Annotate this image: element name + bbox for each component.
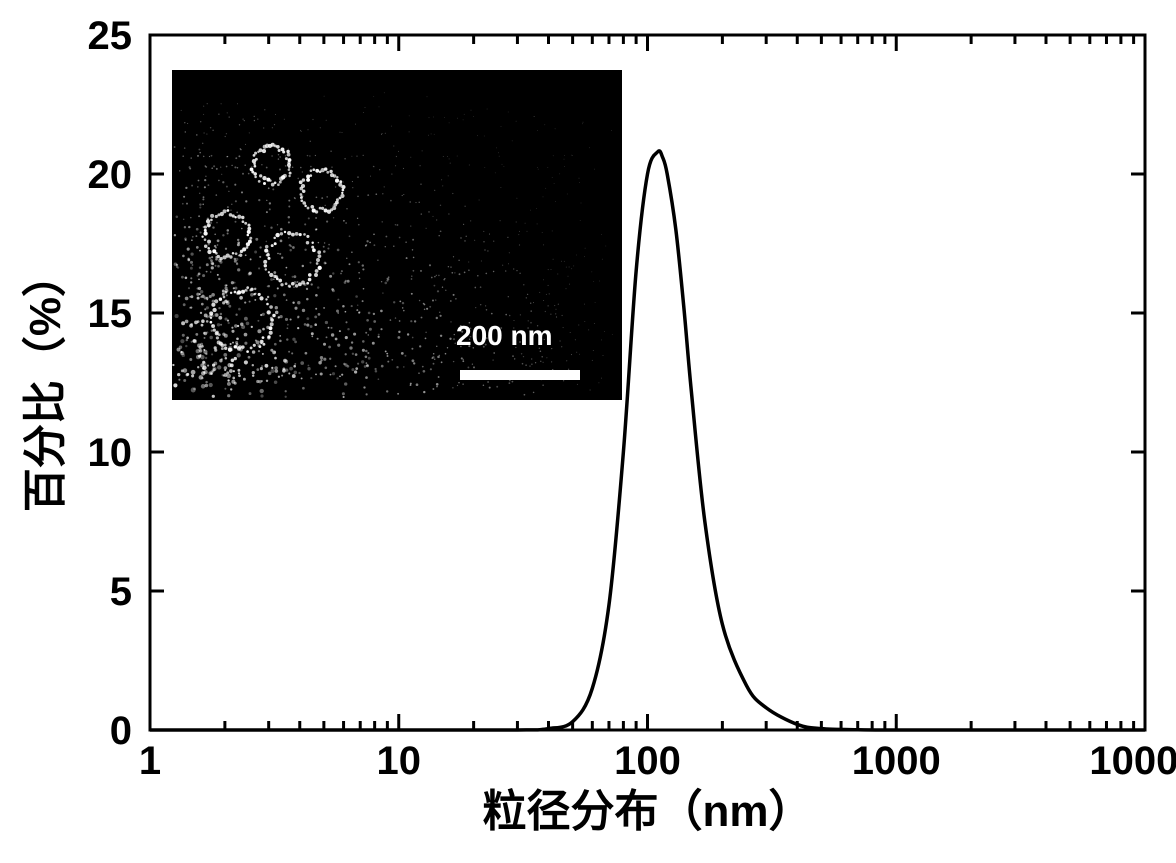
y-axis-label: 百分比（%） bbox=[21, 253, 70, 512]
x-tick-label: 1000 bbox=[852, 739, 941, 783]
y-tick-label: 5 bbox=[110, 570, 132, 614]
y-tick-label: 20 bbox=[88, 153, 133, 197]
x-tick-label: 1 bbox=[139, 739, 161, 783]
y-tick-label: 25 bbox=[88, 14, 133, 58]
inset-scalebar-label: 200 nm bbox=[456, 320, 553, 351]
y-tick-label: 0 bbox=[110, 709, 132, 753]
y-tick-label: 10 bbox=[88, 431, 133, 475]
y-tick-label: 15 bbox=[88, 292, 133, 336]
inset-image: 200 nm bbox=[172, 70, 622, 400]
x-tick-label: 100 bbox=[614, 739, 681, 783]
x-tick-label: 10 bbox=[377, 739, 422, 783]
x-axis-label: 粒径分布（nm） bbox=[483, 787, 813, 836]
chart-svg: 0 5 10 15 20 25 1 10 100 1000 10000 百分比（%） 粒径分布（nm） 2… bbox=[0, 0, 1176, 863]
inset-scalebar bbox=[460, 370, 580, 380]
chart-container: 0 5 10 15 20 25 1 10 100 1000 10000 百分比（%） 粒径分布（nm） 2… bbox=[0, 0, 1176, 863]
x-tick-label: 10000 bbox=[1089, 739, 1176, 783]
